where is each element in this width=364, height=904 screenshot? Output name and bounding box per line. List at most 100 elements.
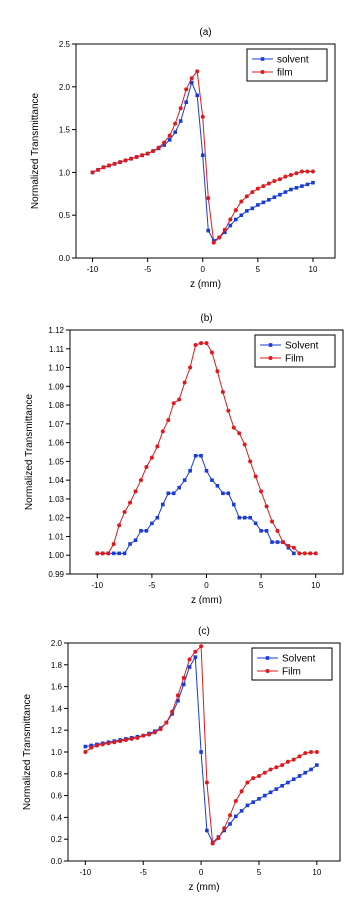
data-point bbox=[129, 736, 134, 741]
data-point bbox=[222, 826, 227, 831]
x-tick-label: -5 bbox=[144, 265, 152, 274]
data-point bbox=[133, 489, 138, 494]
data-point bbox=[101, 165, 106, 170]
data-point bbox=[289, 187, 293, 192]
legend: Solvent Film bbox=[254, 334, 336, 368]
data-point bbox=[175, 693, 180, 698]
y-tick-label: 0.0 bbox=[51, 857, 63, 866]
chart-svg: (b) -10 -5 0 5 10 0.99 1.00 1.01 1.02 1.03 1.04 1.05… bbox=[24, 313, 344, 604]
x-tick-label: 0 bbox=[204, 581, 209, 590]
data-point bbox=[261, 184, 266, 189]
data-point bbox=[189, 76, 194, 81]
data-point bbox=[305, 182, 310, 187]
legend: Solvent Film bbox=[251, 647, 333, 681]
data-point bbox=[144, 465, 149, 470]
data-point bbox=[259, 489, 264, 494]
series-solvent bbox=[83, 655, 319, 845]
x-tick-label: 10 bbox=[311, 581, 320, 590]
panel-label: (c) bbox=[198, 626, 210, 637]
y-axis-label: Normalized Transmittance bbox=[22, 693, 33, 810]
data-point bbox=[211, 240, 216, 245]
x-tick-label: 5 bbox=[257, 868, 262, 877]
data-point bbox=[161, 502, 165, 507]
data-point bbox=[200, 153, 205, 158]
data-point bbox=[187, 657, 192, 662]
data-point bbox=[221, 491, 225, 496]
panel-label: (a) bbox=[199, 27, 211, 38]
data-point bbox=[187, 665, 192, 669]
data-point bbox=[145, 151, 150, 156]
legend: solvent film bbox=[246, 48, 328, 82]
y-tick-label: 0.6 bbox=[51, 792, 63, 801]
data-point bbox=[292, 551, 296, 556]
data-point bbox=[310, 169, 315, 174]
data-point bbox=[177, 485, 181, 490]
series-line bbox=[97, 342, 316, 554]
data-point bbox=[257, 797, 261, 801]
data-point bbox=[255, 186, 260, 191]
data-point bbox=[134, 154, 139, 159]
data-point bbox=[162, 143, 166, 147]
data-point bbox=[268, 767, 273, 772]
data-point bbox=[204, 468, 209, 473]
data-point bbox=[314, 750, 319, 754]
data-point bbox=[129, 156, 134, 161]
data-point bbox=[193, 453, 198, 458]
data-point bbox=[220, 389, 225, 394]
data-point bbox=[233, 799, 238, 804]
legend-label: Solvent bbox=[282, 654, 316, 665]
data-point bbox=[253, 521, 258, 526]
x-tick-label: -10 bbox=[92, 581, 104, 590]
data-point bbox=[162, 140, 167, 145]
data-point bbox=[242, 442, 247, 447]
y-tick-label: 1.07 bbox=[48, 420, 64, 429]
chart-svg: (c) -10 -5 0 5 10 0.0 0.2 0.4 0.6 0.8 1.0 1.2 1.4 1.6 1… bbox=[22, 626, 341, 893]
data-point bbox=[309, 767, 313, 772]
data-point bbox=[111, 551, 116, 556]
data-point bbox=[83, 750, 88, 754]
data-point bbox=[182, 380, 187, 385]
data-point bbox=[195, 93, 200, 98]
data-point bbox=[181, 682, 186, 687]
data-point bbox=[245, 780, 250, 785]
legend-swatch-marker bbox=[265, 656, 270, 660]
y-tick-label: 2.0 bbox=[59, 83, 71, 92]
y-tick-label: 1.03 bbox=[48, 495, 64, 504]
data-point bbox=[117, 551, 121, 556]
y-tick-label: 1.05 bbox=[48, 457, 64, 466]
data-point bbox=[311, 180, 315, 185]
x-axis-label: z (mm) bbox=[188, 882, 219, 893]
data-point bbox=[245, 803, 250, 808]
plot-frame bbox=[75, 43, 336, 259]
data-point bbox=[150, 521, 154, 526]
data-point bbox=[138, 478, 143, 483]
data-point bbox=[228, 822, 232, 826]
data-point bbox=[90, 170, 95, 175]
data-point bbox=[123, 738, 128, 743]
data-point bbox=[308, 551, 313, 556]
data-point bbox=[210, 841, 215, 846]
y-tick-label: 2.0 bbox=[51, 639, 63, 648]
y-tick-label: 1.06 bbox=[48, 439, 64, 448]
data-point bbox=[253, 474, 258, 479]
data-point bbox=[170, 712, 174, 716]
data-point bbox=[199, 644, 204, 649]
x-tick-label: -5 bbox=[148, 581, 156, 590]
data-point bbox=[118, 160, 123, 165]
data-point bbox=[206, 196, 211, 201]
data-point bbox=[173, 130, 177, 134]
data-point bbox=[164, 720, 169, 725]
data-point bbox=[151, 149, 156, 153]
legend-swatch-marker bbox=[265, 669, 270, 673]
data-point bbox=[274, 787, 279, 791]
data-point bbox=[239, 199, 244, 204]
data-point bbox=[123, 158, 128, 163]
data-point bbox=[283, 190, 288, 194]
data-point bbox=[262, 793, 267, 798]
y-tick-label: 0.8 bbox=[51, 770, 63, 779]
y-tick-label: 1.2 bbox=[51, 726, 63, 735]
data-point bbox=[237, 431, 242, 436]
data-point bbox=[189, 80, 194, 85]
data-point bbox=[222, 227, 227, 232]
data-point bbox=[291, 777, 296, 782]
